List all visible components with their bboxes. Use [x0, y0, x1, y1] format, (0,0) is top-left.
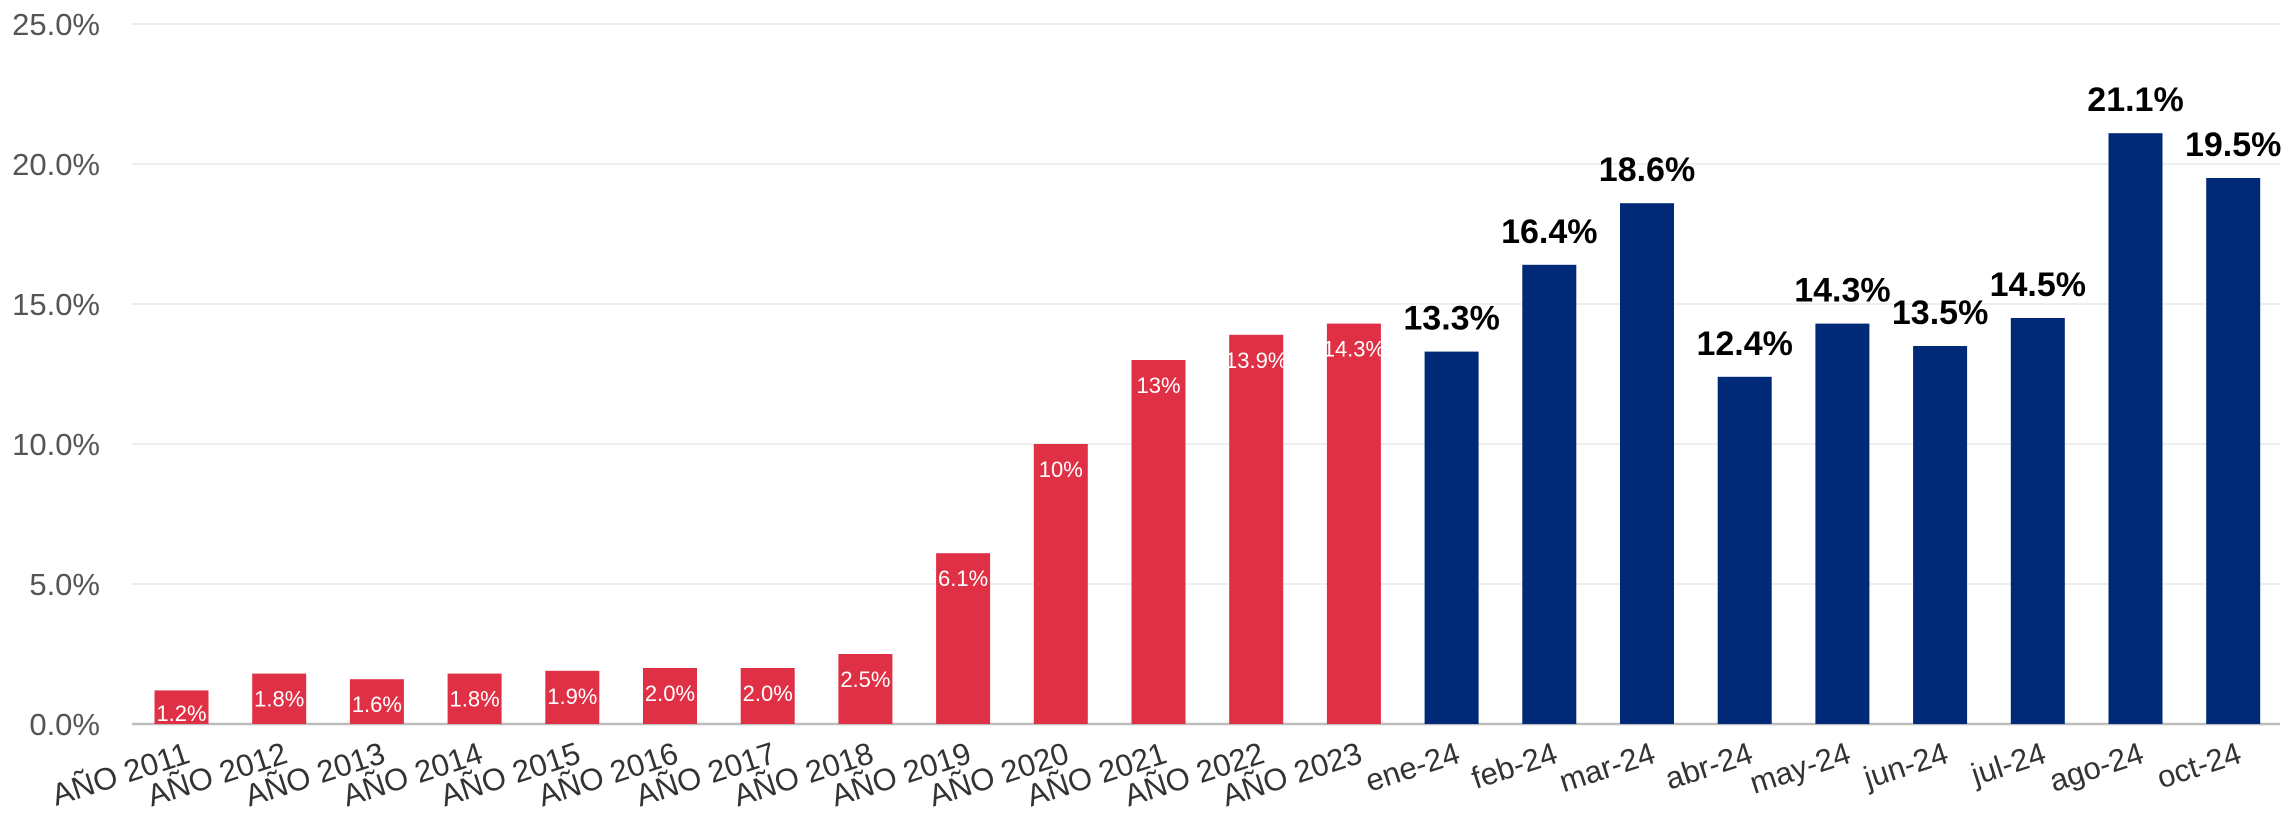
x-tick-label: ene-24 [1361, 735, 1464, 798]
bar-annual [838, 654, 893, 724]
bar-annual [447, 673, 502, 724]
bar-value-label: 14.3% [1323, 337, 1385, 362]
y-tick-label: 5.0% [29, 567, 100, 602]
bar-monthly [1815, 323, 1870, 724]
bar-value-label: 1.6% [352, 692, 402, 717]
bar-monthly [1522, 264, 1577, 724]
x-tick-label: jun-24 [1859, 735, 1953, 795]
y-tick-label: 20.0% [12, 147, 100, 182]
bar-monthly [2010, 318, 2065, 724]
x-tick-label: mar-24 [1555, 735, 1659, 799]
bar-annual [1131, 360, 1186, 724]
y-tick-label: 25.0% [12, 7, 100, 42]
bar-value-label: 13.5% [1892, 294, 1988, 332]
bar-value-label: 13.3% [1403, 300, 1499, 338]
bar-value-label: 2.5% [840, 667, 890, 692]
bar-value-label: 14.3% [1794, 272, 1890, 310]
bar-annual [545, 670, 600, 724]
bar-monthly [1717, 376, 1772, 724]
bar-value-label: 14.5% [1990, 266, 2086, 304]
bar-monthly [1620, 203, 1674, 724]
bar-value-label: 10% [1039, 457, 1083, 482]
bar-annual [1033, 444, 1088, 724]
bar-value-label: 1.2% [156, 701, 206, 726]
bar-layer [154, 133, 2261, 724]
bar-value-label: 1.9% [547, 684, 597, 709]
bar-annual [643, 668, 697, 724]
bar-value-label: 2.0% [645, 681, 695, 706]
bar-value-label: 1.8% [254, 687, 304, 712]
x-tick-label: oct-24 [2153, 735, 2246, 795]
bar-value-label: 18.6% [1599, 151, 1695, 189]
bar-annual [936, 553, 991, 724]
y-tick-label: 0.0% [29, 707, 100, 742]
y-axis: 0.0% 5.0% 10.0% 15.0% 20.0% 25.0% [12, 7, 100, 742]
bar-annual [1229, 334, 1284, 724]
x-tick-label: may-24 [1745, 735, 1854, 800]
bar-value-label: 6.1% [938, 566, 988, 591]
bar-value-label: 13.9% [1225, 348, 1287, 373]
bar-annual [252, 673, 307, 724]
x-tick-label: feb-24 [1467, 735, 1561, 795]
bar-value-label: 2.0% [743, 681, 793, 706]
label-layer: 1.2% 1.8% 1.6% 1.8% 1.9% 2.0% 2.0% 2.5% 6.1% 10% 1… [156, 81, 2281, 726]
bar-annual [740, 668, 795, 724]
y-tick-label: 15.0% [12, 287, 100, 322]
bar-monthly [1913, 346, 1968, 724]
bar-value-label: 12.4% [1696, 325, 1792, 363]
bar-annual [154, 690, 209, 724]
bar-monthly [2206, 178, 2261, 724]
bar-monthly [1424, 351, 1479, 724]
bar-annual [349, 679, 404, 724]
bar-value-label: 16.4% [1501, 213, 1597, 251]
x-tick-label: jul-24 [1966, 735, 2050, 792]
bar-value-label: 13% [1136, 373, 1180, 398]
bar-value-label: 19.5% [2185, 126, 2281, 164]
bar-value-label: 21.1% [2087, 81, 2183, 119]
x-tick-label: abr-24 [1661, 735, 1757, 796]
bar-annual [1326, 323, 1381, 724]
y-tick-label: 10.0% [12, 427, 100, 462]
x-tick-label: ago-24 [2045, 735, 2148, 798]
bar-monthly [2108, 133, 2163, 724]
bar-value-label: 1.8% [450, 687, 500, 712]
